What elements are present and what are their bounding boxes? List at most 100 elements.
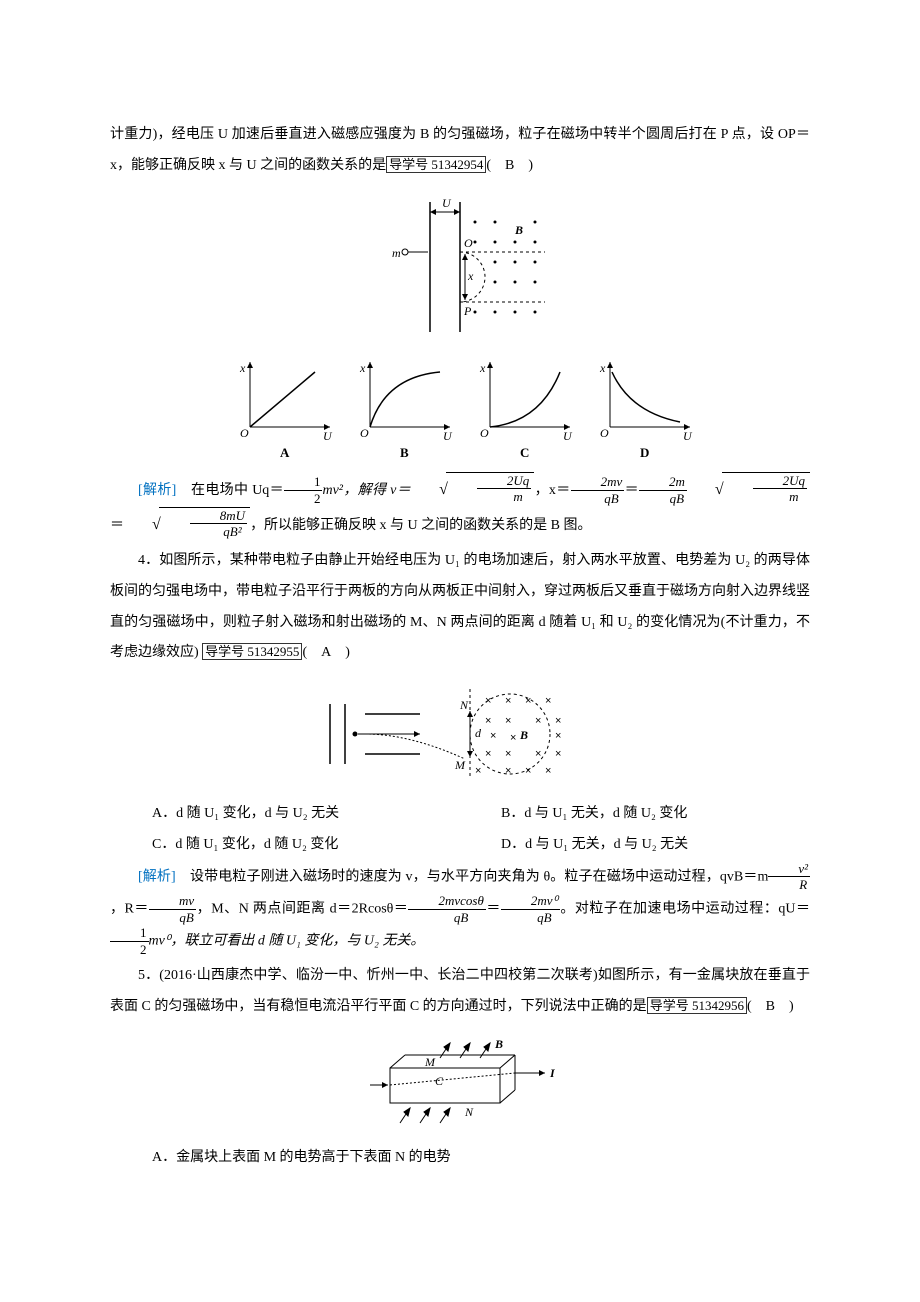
q3-option-graphs: x O U A x O U B x O U C [110, 352, 810, 462]
f: qB [501, 910, 560, 926]
svg-text:×: × [490, 730, 496, 742]
q5-opt-a[interactable]: A．金属块上表面 M 的电势高于下表面 N 的电势 [152, 1143, 810, 1174]
q4-jx5: 。对粒子在加速电场中运动过程：qU＝ [560, 901, 810, 916]
jiexi-label-4: [解析] [138, 869, 176, 884]
q3-jx3: ，x＝ [534, 483, 570, 498]
svg-text:×: × [505, 765, 511, 777]
svg-text:U: U [323, 429, 333, 443]
q3-jx5: ＝ [110, 518, 124, 533]
q3-jx4: ＝ [624, 483, 639, 498]
f: 2Uq [753, 473, 807, 490]
svg-text:I: I [549, 1066, 556, 1080]
svg-text:M: M [424, 1055, 436, 1069]
svg-text:N: N [464, 1105, 474, 1119]
svg-text:×: × [545, 695, 551, 707]
jiexi-label-3: [解析] [138, 483, 176, 498]
f: 2mvcosθ [408, 893, 485, 910]
svg-text:×: × [505, 715, 511, 727]
svg-text:P: P [463, 304, 472, 318]
q4-text: 4．如图所示，某种带电粒子由静止开始经电压为 U₁ 的电场加速后，射入两水平放置… [110, 546, 810, 669]
q4-answer: A [321, 645, 331, 660]
svg-text:U: U [442, 196, 452, 210]
svg-text:A: A [280, 445, 290, 460]
study-link-5[interactable]: 导学号 51342956 [647, 997, 747, 1014]
f: 2Uq [477, 473, 531, 490]
q3-answer: B [505, 158, 514, 173]
q3-intro: 计重力)，经电压 U 加速后垂直进入磁感应强度为 B 的匀强磁场，粒子在磁场中转… [110, 120, 810, 182]
q4-solution: [解析] 设带电粒子刚进入磁场时的速度为 v，与水平方向夹角为 θ。粒子在磁场中… [110, 861, 810, 958]
f: qB² [190, 524, 247, 540]
f: 2mv [571, 474, 625, 491]
q4-opt-b[interactable]: B．d 与 U₁ 无关，d 随 U₂ 变化 [501, 799, 810, 830]
svg-text:B: B [519, 728, 528, 742]
q4-jx6: mv⁰，联立可看出 d 随 U₁ 变化，与 U₂ 无关。 [149, 933, 425, 948]
q5-diagram: M C N B I [110, 1033, 810, 1133]
svg-text:O: O [360, 426, 369, 440]
svg-text:U: U [683, 429, 693, 443]
svg-text:B: B [400, 445, 409, 460]
svg-text:x: x [239, 361, 246, 375]
svg-text:N: N [459, 698, 469, 712]
svg-text:×: × [525, 765, 531, 777]
svg-text:×: × [505, 695, 511, 707]
f: 1 [110, 925, 149, 942]
svg-text:×: × [505, 748, 511, 760]
q4-opt-a[interactable]: A．d 随 U₁ 变化，d 与 U₂ 无关 [152, 799, 461, 830]
svg-text:x: x [359, 361, 366, 375]
f: 8mU [190, 508, 247, 525]
f: 1 [284, 474, 323, 491]
svg-text:O: O [240, 426, 249, 440]
study-link-4[interactable]: 导学号 51342955 [202, 643, 302, 660]
f: mv [149, 893, 196, 910]
svg-text:C: C [520, 445, 529, 460]
svg-text:O: O [480, 426, 489, 440]
f: qB [639, 491, 687, 507]
f: qB [408, 910, 485, 926]
svg-text:×: × [555, 748, 561, 760]
svg-text:x: x [467, 269, 474, 283]
f: qB [149, 910, 196, 926]
svg-text:×: × [475, 765, 481, 777]
q3-jx2: mv²，解得 v＝ [322, 483, 411, 498]
svg-text:x: x [599, 361, 606, 375]
svg-text:U: U [443, 429, 453, 443]
f: 2m [639, 474, 687, 491]
study-link-3[interactable]: 导学号 51342954 [386, 156, 486, 173]
q4-jx4: ＝ [486, 901, 501, 916]
svg-text:×: × [555, 730, 561, 742]
svg-text:d: d [475, 726, 482, 740]
svg-text:m: m [392, 246, 401, 260]
f: m [477, 489, 531, 505]
q4-jx2: ，R＝ [110, 901, 149, 916]
q3-jx6: ，所以能够正确反映 x 与 U 之间的函数关系的是 B 图。 [250, 518, 591, 533]
f: R [768, 877, 810, 893]
q5-text: 5．(2016·山西康杰中学、临汾一中、忻州一中、长治二中四校第二次联考)如图所… [110, 961, 810, 1023]
f: 2mv⁰ [501, 893, 560, 910]
f: 2 [284, 491, 323, 507]
svg-text:B: B [494, 1037, 503, 1051]
q4-options: A．d 随 U₁ 变化，d 与 U₂ 无关 B．d 与 U₁ 无关，d 随 U₂… [152, 799, 810, 861]
svg-text:O: O [464, 236, 473, 250]
svg-text:O: O [600, 426, 609, 440]
q3-solution: [解析] 在电场中 Uq＝12mv²，解得 v＝2Uqm，x＝2mvqB＝2mq… [110, 472, 810, 542]
q5-answer: B [766, 999, 775, 1014]
svg-text:×: × [555, 715, 561, 727]
q3-main-diagram: U m O P x B [110, 192, 810, 342]
q4-jx3: ，M、N 两点间距离 d＝2Rcosθ＝ [196, 901, 408, 916]
f: v² [768, 861, 810, 878]
f: qB [571, 491, 625, 507]
q4-opt-d[interactable]: D．d 与 U₁ 无关，d 与 U₂ 无关 [501, 830, 810, 861]
svg-text:M: M [454, 758, 466, 772]
svg-text:C: C [435, 1074, 444, 1088]
q5-options: A．金属块上表面 M 的电势高于下表面 N 的电势 [152, 1143, 810, 1174]
q4-jx1: 设带电粒子刚进入磁场时的速度为 v，与水平方向夹角为 θ。粒子在磁场中运动过程，… [190, 869, 768, 884]
svg-text:D: D [640, 445, 649, 460]
svg-text:×: × [485, 715, 491, 727]
q4-diagram: N d B M ×××× ×××× ××× ×××× ×××× [110, 679, 810, 789]
f: 2 [110, 942, 149, 958]
svg-text:×: × [535, 748, 541, 760]
svg-text:x: x [479, 361, 486, 375]
svg-text:×: × [485, 748, 491, 760]
f: m [753, 489, 807, 505]
q4-opt-c[interactable]: C．d 随 U₁ 变化，d 随 U₂ 变化 [152, 830, 461, 861]
